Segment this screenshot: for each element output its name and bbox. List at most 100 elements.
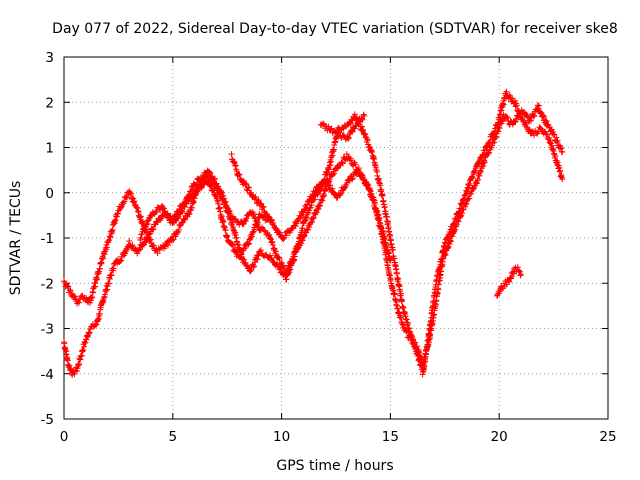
data-point [514, 264, 521, 271]
data-point [237, 176, 244, 183]
data-point [249, 229, 256, 236]
data-point [286, 229, 293, 236]
data-point [543, 131, 550, 138]
data-point [249, 233, 256, 240]
y-axis-label: SDTVAR / TECUs [8, 181, 24, 296]
data-point [345, 134, 352, 141]
data-point [268, 255, 275, 262]
data-point [190, 199, 197, 206]
data-point [129, 194, 136, 201]
data-point [336, 129, 343, 136]
data-point [426, 326, 433, 333]
data-point [540, 112, 547, 119]
data-point [341, 184, 348, 191]
x-tick-label: 0 [60, 429, 69, 445]
data-point [535, 102, 542, 109]
data-point [124, 194, 131, 201]
data-point [224, 232, 231, 239]
data-point [218, 189, 225, 196]
data-point [213, 180, 220, 187]
data-point [485, 139, 492, 146]
data-point [297, 213, 304, 220]
data-point [247, 268, 254, 275]
data-point [222, 227, 229, 234]
x-axis-ticks: 0 5 10 15 20 25 [60, 57, 617, 445]
data-point [491, 128, 498, 135]
data-point [353, 122, 360, 129]
data-point [259, 224, 266, 231]
data-point [165, 242, 172, 249]
data-point [118, 257, 125, 264]
data-point [231, 215, 238, 222]
data-point [64, 282, 71, 289]
series-track-b [61, 88, 566, 378]
data-point [181, 217, 188, 224]
data-point [469, 174, 476, 181]
data-point [470, 186, 477, 193]
data-point [241, 256, 248, 263]
data-point [66, 363, 73, 370]
data-point [503, 281, 510, 288]
data-point [261, 227, 268, 234]
data-point [75, 299, 82, 306]
data-point [211, 186, 218, 193]
data-point [558, 145, 565, 152]
data-point [208, 183, 215, 190]
data-point [384, 220, 391, 227]
data-point [153, 208, 160, 215]
data-point [117, 204, 124, 211]
data-point [361, 112, 368, 119]
data-point [487, 139, 494, 146]
data-point [136, 246, 143, 253]
data-point [300, 209, 307, 216]
x-axis-label: GPS time / hours [276, 458, 393, 474]
data-point [304, 201, 311, 208]
data-point [276, 255, 283, 262]
data-point [543, 130, 550, 137]
data-point [309, 215, 316, 222]
data-point [442, 252, 449, 259]
data-point [225, 207, 232, 214]
data-point [313, 209, 320, 216]
data-point [317, 202, 324, 209]
data-point [481, 159, 488, 166]
data-point [444, 234, 451, 241]
data-point [339, 160, 346, 167]
data-point [472, 165, 479, 172]
data-point [250, 264, 257, 271]
data-point [147, 236, 154, 243]
data-point [466, 195, 473, 202]
data-point [137, 234, 144, 241]
data-point [107, 234, 114, 241]
data-point [515, 267, 522, 274]
data-point [517, 271, 524, 278]
data-point [481, 147, 488, 154]
data-point [473, 180, 480, 187]
data-point [403, 316, 410, 323]
data-points [61, 88, 566, 379]
data-point [503, 88, 510, 95]
data-point [351, 125, 358, 132]
data-point [121, 198, 128, 205]
data-point [504, 114, 511, 121]
data-point [229, 242, 236, 249]
data-point [165, 214, 172, 221]
data-point [264, 211, 271, 218]
data-point [128, 190, 135, 197]
data-point [133, 204, 140, 211]
data-point [399, 297, 406, 304]
data-point [103, 287, 110, 294]
data-point [310, 214, 317, 221]
data-point [498, 107, 505, 114]
data-point [229, 219, 236, 226]
data-point [207, 180, 214, 187]
data-point [154, 250, 161, 257]
data-point [486, 149, 493, 156]
data-point [559, 176, 566, 183]
y-tick-label: -2 [41, 276, 54, 292]
data-point [255, 252, 262, 259]
data-point [227, 214, 234, 221]
data-point [349, 175, 356, 182]
data-point [452, 217, 459, 224]
data-point [205, 177, 212, 184]
